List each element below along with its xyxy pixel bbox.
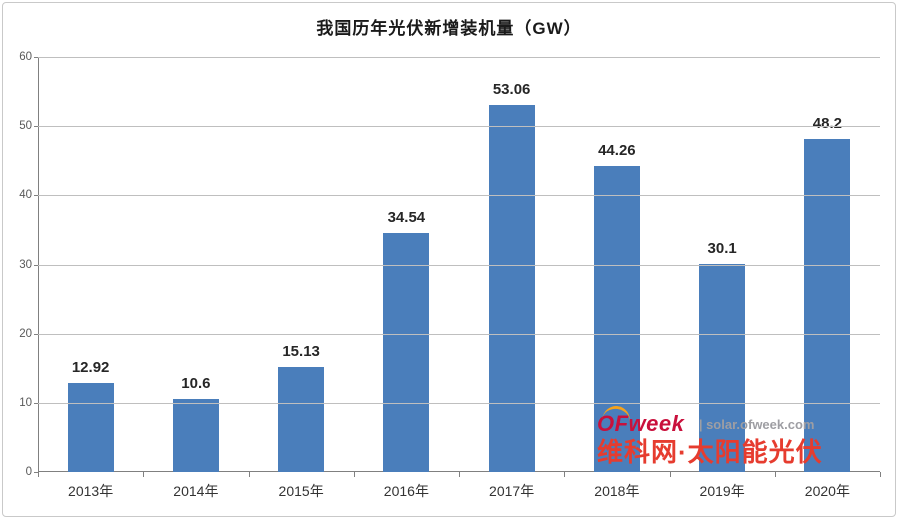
category-cell-2017年: 53.06 2017年 — [459, 57, 564, 499]
ofweek-logo: OFweek — [597, 411, 685, 436]
gridline-60 — [38, 57, 880, 58]
watermark-site-url: | solar.ofweek.com — [698, 417, 815, 432]
category-cell-2016年: 34.54 2016年 — [354, 57, 459, 499]
y-axis-label-10: 10 — [19, 396, 32, 409]
watermark-line1: OFweek | solar.ofweek.com — [597, 404, 823, 436]
bar-2016年 — [383, 233, 430, 472]
bar-value-label: 34.54 — [387, 209, 426, 227]
category-cell-2014年: 10.6 2014年 — [143, 57, 248, 499]
gridline-30 — [38, 264, 880, 266]
category-cell-2015年: 15.13 2015年 — [249, 57, 354, 499]
y-axis-tick-40 — [34, 195, 38, 197]
x-axis-tick-1 — [143, 472, 145, 477]
x-axis-tick-4 — [459, 472, 460, 477]
x-axis-tick-0 — [38, 472, 39, 477]
x-axis-tick-8 — [880, 472, 881, 477]
bar-value-label: 12.92 — [71, 358, 110, 376]
gridline-20 — [38, 333, 880, 335]
bar-2014年 — [172, 398, 219, 472]
category-cell-2018年: 44.26 2018年 — [564, 57, 669, 499]
bar-2018年 — [593, 165, 640, 472]
y-axis-line — [38, 57, 39, 477]
bar-value-label: 48.2 — [812, 114, 842, 132]
bar-value-label: 10.6 — [181, 374, 211, 392]
bar-2015年 — [278, 367, 325, 472]
y-axis-tick-0 — [34, 472, 38, 473]
x-axis-line — [38, 471, 880, 472]
y-axis-tick-30 — [34, 264, 38, 266]
x-axis-label: 2016年 — [383, 483, 429, 499]
x-axis-tick-2 — [248, 472, 250, 477]
x-axis-tick-7 — [774, 472, 776, 477]
y-axis-tick-50 — [34, 126, 38, 128]
x-axis-label: 2019年 — [699, 483, 745, 499]
y-axis-tick-10 — [34, 402, 38, 404]
bar-2019年 — [699, 263, 746, 472]
bar-value-label: 15.13 — [282, 343, 320, 361]
bar-2020年 — [804, 138, 851, 472]
category-cell-2019年: 30.1 2019年 — [670, 57, 775, 499]
x-axis-label: 2017年 — [489, 483, 535, 499]
plot-area: 12.92 2013年 10.6 2014年 15.13 2015年 34.54 2016年 5… — [19, 51, 881, 499]
y-axis-tick-60 — [34, 57, 38, 58]
x-axis-label: 2015年 — [278, 483, 324, 499]
y-axis-label-60: 60 — [19, 51, 32, 63]
x-axis-label: 2014年 — [173, 483, 219, 499]
gridline-10 — [38, 402, 880, 404]
x-axis-label: 2018年 — [594, 483, 640, 499]
category-cell-2020年: 48.2 2020年 — [775, 57, 880, 499]
watermark: OFweek | solar.ofweek.com 维科网·太阳能光伏 — [597, 404, 823, 467]
gridline-50 — [38, 126, 880, 128]
bar-2013年 — [67, 382, 114, 472]
bar-series: 12.92 2013年 10.6 2014年 15.13 2015年 34.54 2016年 5… — [38, 57, 880, 499]
x-axis-label: 2013年 — [68, 483, 114, 499]
chart-title: 我国历年光伏新增装机量（GW） — [316, 19, 582, 38]
y-axis-label-30: 30 — [19, 258, 32, 271]
y-axis-label-20: 20 — [19, 327, 32, 340]
bar-value-label: 53.06 — [492, 81, 531, 99]
watermark-tagline: 维科网·太阳能光伏 — [597, 437, 823, 467]
x-axis-tick-6 — [669, 472, 671, 477]
bar-2017年 — [488, 105, 535, 472]
bar-value-label: 30.1 — [707, 239, 737, 257]
y-axis-tick-20 — [34, 333, 38, 335]
y-axis-label-40: 40 — [19, 189, 32, 202]
x-axis-label: 2020年 — [804, 483, 850, 499]
x-axis-tick-5 — [564, 472, 566, 477]
category-cell-2013年: 12.92 2013年 — [38, 57, 143, 499]
x-axis-tick-3 — [353, 472, 355, 477]
y-axis-label-0: 0 — [25, 466, 32, 478]
gridline-40 — [38, 195, 880, 197]
bar-value-label: 44.26 — [598, 141, 636, 159]
y-axis-label-50: 50 — [19, 120, 32, 133]
